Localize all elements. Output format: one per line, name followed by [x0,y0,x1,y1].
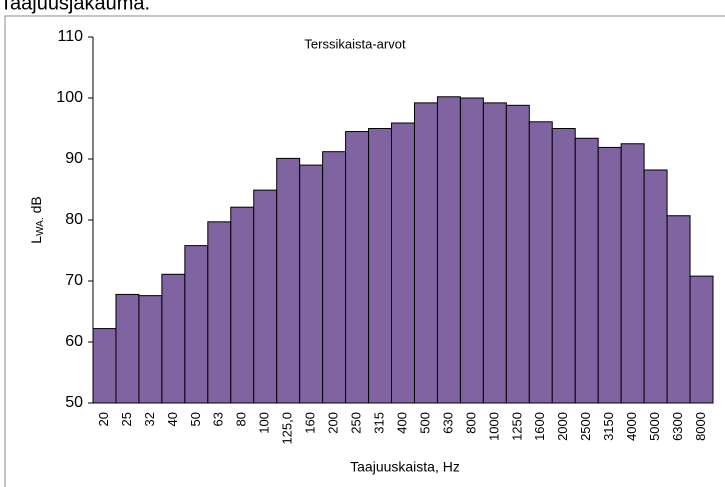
bar [138,295,163,404]
y-tick-label: 70 [65,272,83,289]
caption: Taajuusjakauma. [0,0,150,14]
x-tick-label: 100 [257,412,272,434]
x-tick-label: 400 [394,412,409,434]
x-tick-label: 25 [119,412,134,426]
bar [322,151,347,404]
x-tick-label: 6300 [670,412,685,441]
bar [620,143,645,404]
y-tick-label: 80 [65,211,83,228]
y-tick-label: 60 [65,333,83,350]
bar [368,128,393,404]
x-tick-label: 50 [188,412,203,426]
bar [505,104,530,404]
x-tick-label: 8000 [693,412,708,441]
bar [161,273,186,404]
x-tick-label: 63 [211,412,226,426]
y-tick-label: 100 [56,89,83,106]
bar [230,206,255,404]
bar [436,96,461,404]
y-tick-label: 90 [65,150,83,167]
chart-subtitle: Terssikaista-arvot [304,36,406,51]
y-axis-label: LWA. dB [28,196,46,243]
bar [666,215,691,404]
x-tick-label: 1250 [509,412,524,441]
bar [115,293,140,404]
bar [253,189,278,404]
x-tick-label: 80 [234,412,249,426]
x-tick-label: 630 [440,412,455,434]
bar [207,221,232,404]
x-tick-label: 125,0 [280,412,295,445]
x-tick-label: 2000 [555,412,570,441]
x-tick-label: 2500 [578,412,593,441]
y-label-main: L [28,236,44,244]
x-tick-label: 1600 [532,412,547,441]
bar [184,245,209,404]
x-tick-label: 3150 [601,412,616,441]
bar [413,102,438,404]
bar [345,131,370,404]
chart-frame [4,15,725,487]
y-tick-label: 50 [65,394,83,411]
bar [643,169,668,404]
x-tick-label: 4000 [624,412,639,441]
x-tick-label: 5000 [647,412,662,441]
y-label-sub: WA. [35,217,46,236]
y-tick-label: 110 [57,28,83,45]
x-tick-label: 800 [463,412,478,434]
bar [459,97,484,404]
y-label-unit: dB [28,196,44,213]
x-tick-label: 32 [142,412,157,426]
bar [597,146,622,404]
bar [528,121,553,404]
x-tick-label: 250 [349,412,364,434]
x-tick-label: 200 [326,412,341,434]
bar [391,122,415,404]
bar [574,137,599,404]
bar [482,102,507,404]
bar [92,328,117,404]
x-axis-label: Taajuuskaista, Hz [350,459,460,475]
bar [689,275,714,404]
x-tick-label: 160 [303,412,318,434]
bar [299,164,324,404]
x-tick-label: 1000 [486,412,501,441]
x-tick-label: 315 [371,412,386,434]
bar [276,157,301,404]
bar [551,128,576,404]
x-tick-label: 40 [165,412,180,426]
x-tick-label: 500 [417,412,432,434]
x-tick-label: 20 [96,412,111,426]
